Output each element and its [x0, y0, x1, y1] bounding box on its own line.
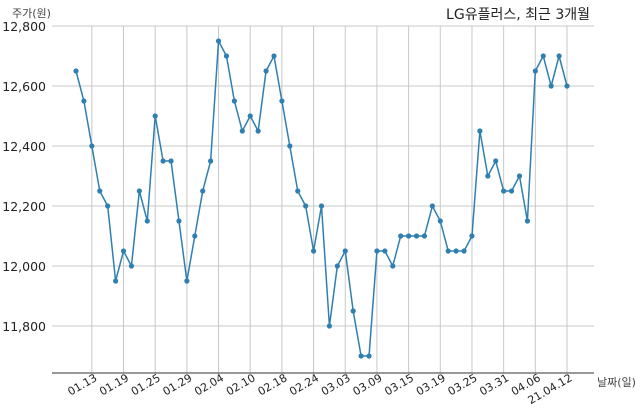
data-point	[437, 218, 443, 224]
data-point	[176, 218, 182, 224]
data-point	[445, 248, 451, 254]
data-point	[350, 308, 356, 314]
data-point	[105, 203, 111, 209]
y-tick-label: 12,400	[2, 139, 46, 154]
grid	[52, 25, 594, 373]
data-point	[184, 278, 190, 284]
x-tick-label: 03.19	[414, 371, 448, 398]
data-point	[501, 188, 507, 194]
x-tick-labels: 01.1301.1901.2501.2902.0402.1002.1802.24…	[66, 371, 575, 407]
data-point	[97, 188, 103, 194]
data-point	[366, 353, 372, 359]
data-point	[192, 233, 198, 239]
data-point	[334, 263, 340, 269]
data-point	[160, 158, 166, 164]
y-tick-labels: 11,800 12,000 12,200 12,400 12,600 12,800	[2, 19, 46, 334]
y-axis-label: 주가(원)	[12, 7, 51, 20]
data-point	[485, 173, 491, 179]
data-point	[215, 38, 222, 44]
data-point	[303, 203, 309, 209]
y-tick-label: 12,800	[2, 19, 46, 34]
data-point	[564, 83, 570, 89]
data-point	[374, 248, 380, 254]
x-tick-label: 02.24	[287, 371, 321, 398]
x-tick-label: 01.19	[97, 371, 131, 398]
data-point	[73, 68, 79, 74]
data-point	[231, 98, 237, 104]
x-tick-label: 02.04	[192, 371, 226, 398]
data-point	[508, 188, 515, 194]
data-point	[318, 203, 325, 209]
x-tick-label: 03.03	[319, 371, 353, 398]
y-tick-label: 12,000	[2, 259, 46, 274]
data-point	[310, 248, 317, 254]
data-point	[413, 233, 420, 239]
x-tick-label: 01.29	[161, 371, 195, 398]
data-point	[200, 188, 206, 194]
data-point	[556, 53, 562, 59]
data-points	[73, 38, 570, 359]
data-point	[89, 143, 95, 149]
data-point	[390, 263, 396, 269]
data-point	[421, 233, 428, 239]
data-point	[168, 158, 174, 164]
x-tick-label: 03.09	[351, 371, 385, 398]
data-point	[120, 248, 127, 254]
data-point	[112, 278, 119, 284]
data-point	[287, 143, 293, 149]
x-tick-label: 02.18	[256, 371, 290, 398]
data-point	[239, 128, 245, 134]
x-tick-label: 03.25	[446, 371, 480, 398]
data-point	[247, 113, 253, 119]
data-point	[152, 113, 158, 119]
data-point	[516, 173, 523, 179]
data-point	[429, 203, 435, 209]
data-point	[532, 68, 538, 74]
data-point	[255, 128, 261, 134]
x-tick-label: 01.25	[129, 371, 163, 398]
data-point	[477, 128, 483, 134]
data-point	[208, 158, 214, 164]
x-tick-label: 03.15	[382, 371, 416, 398]
x-tick-label: 03.31	[477, 371, 511, 398]
data-point	[279, 98, 285, 104]
data-point	[453, 248, 459, 254]
data-point	[493, 158, 499, 164]
data-point	[540, 53, 546, 59]
data-point	[398, 233, 404, 239]
data-point	[358, 353, 364, 359]
data-point	[128, 263, 135, 269]
data-point	[263, 68, 269, 74]
data-point	[548, 83, 554, 89]
data-point	[81, 98, 87, 104]
data-point	[136, 188, 142, 194]
chart-title: LG유플러스, 최근 3개월	[446, 7, 590, 23]
x-axis-label: 날짜(일)	[597, 375, 636, 389]
x-tick-label: 01.13	[66, 371, 100, 398]
series-line	[75, 38, 568, 357]
data-point	[461, 248, 467, 254]
data-point	[295, 188, 301, 194]
data-point	[144, 218, 150, 224]
data-point	[326, 323, 333, 329]
y-tick-label: 12,200	[2, 199, 46, 214]
y-tick-label: 12,600	[2, 79, 46, 94]
data-point	[524, 218, 531, 224]
data-point	[342, 248, 348, 254]
data-point	[406, 233, 412, 239]
data-point	[382, 248, 388, 254]
x-tick-label: 02.10	[224, 371, 258, 398]
data-point	[469, 233, 475, 239]
y-tick-label: 11,800	[2, 319, 46, 334]
data-point	[271, 53, 277, 59]
data-point	[223, 53, 230, 59]
